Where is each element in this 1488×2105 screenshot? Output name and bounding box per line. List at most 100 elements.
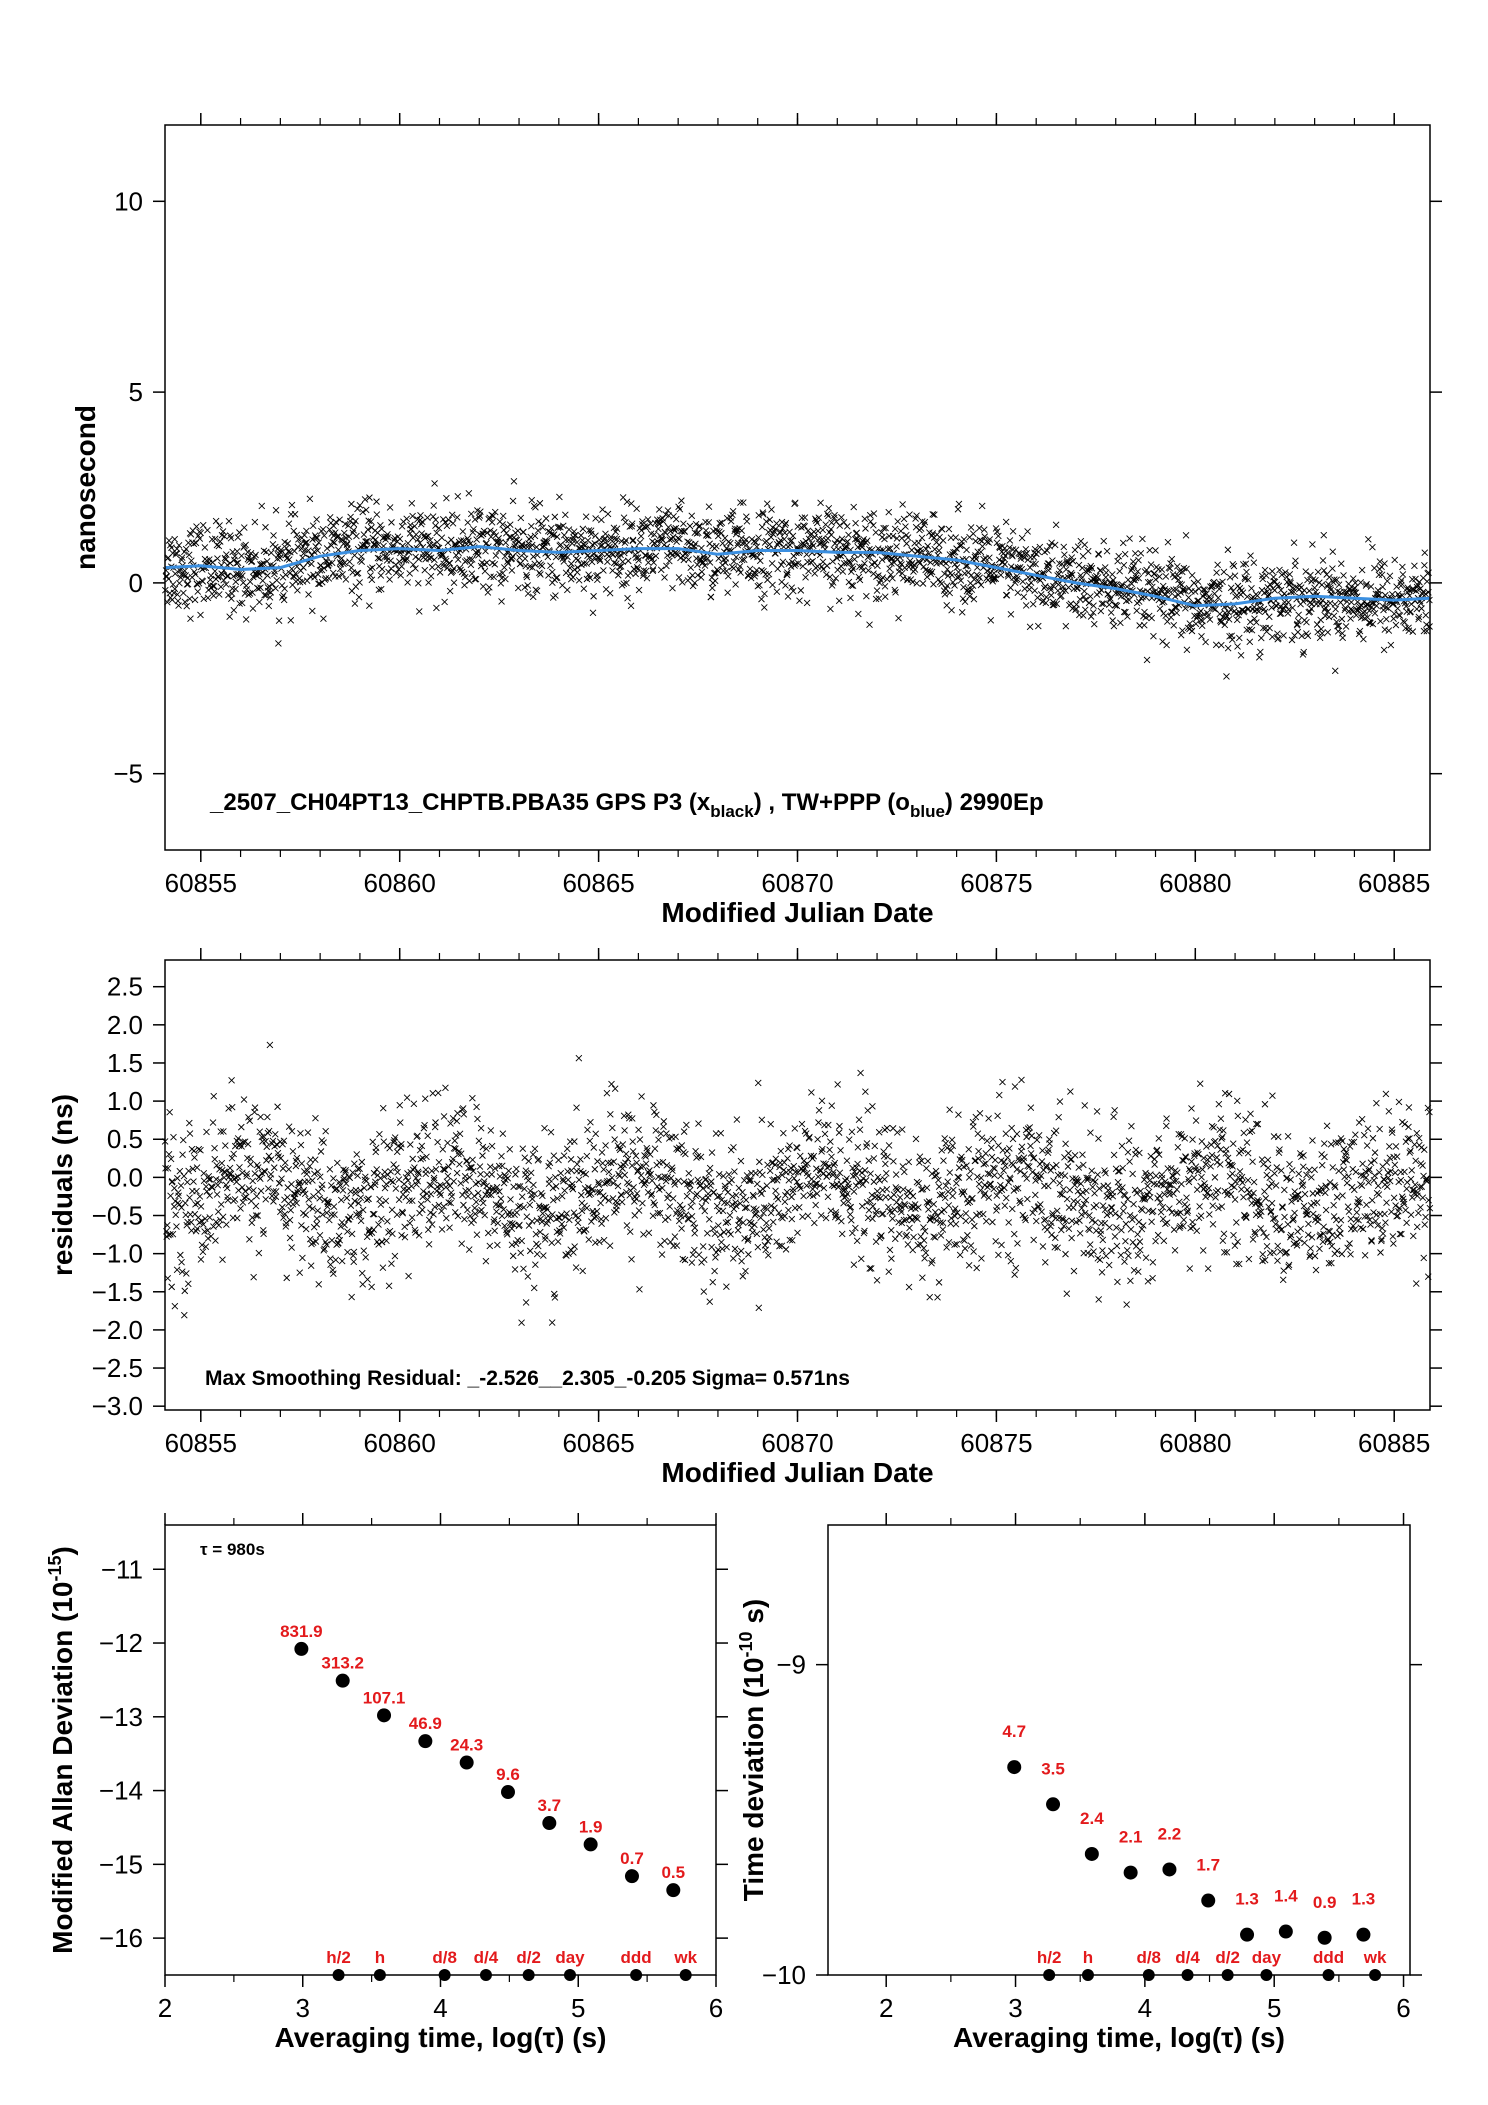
x-tick-label: 60860: [364, 868, 436, 898]
residual-point: [387, 1177, 395, 1185]
residual-point: [442, 1084, 449, 1092]
phase-point: [232, 585, 239, 593]
phase-point: [260, 560, 267, 567]
residual-point: [206, 1192, 213, 1199]
residual-point: [404, 1177, 412, 1184]
phase-point: [779, 558, 787, 566]
phase-point: [233, 560, 240, 567]
phase-point: [763, 500, 771, 508]
residual-point: [948, 1136, 956, 1144]
residual-point: [453, 1169, 461, 1177]
phase-point: [1337, 560, 1345, 567]
phase-point: [349, 569, 357, 576]
residual-point: [482, 1257, 490, 1265]
phase-point: [911, 566, 919, 573]
residual-point: [1079, 1151, 1086, 1159]
phase-point: [809, 557, 817, 565]
phase-point: [823, 562, 831, 570]
phase-point: [647, 553, 655, 561]
phase-point: [238, 599, 246, 607]
phase-point: [1146, 546, 1153, 554]
phase-point: [211, 588, 218, 595]
residual-point: [1009, 1135, 1017, 1143]
phase-point: [881, 583, 889, 590]
phase-point: [320, 564, 328, 572]
residual-point: [730, 1205, 738, 1213]
residual-point: [752, 1169, 759, 1177]
residual-point: [912, 1135, 920, 1143]
phase-point: [664, 552, 671, 559]
residual-point: [197, 1256, 205, 1263]
phase-point: [1026, 586, 1033, 593]
phase-point: [801, 514, 809, 521]
residual-point: [917, 1233, 925, 1240]
residual-point: [835, 1129, 843, 1136]
residual-point: [375, 1221, 382, 1228]
residual-point: [255, 1249, 263, 1257]
phase-point: [1319, 557, 1327, 564]
phase-point: [429, 541, 437, 549]
phase-point: [1073, 601, 1080, 608]
phase-point: [978, 502, 986, 510]
residual-point: [464, 1193, 472, 1200]
phase-point: [1331, 667, 1339, 675]
residual-point: [265, 1127, 273, 1135]
phase-point: [1019, 578, 1027, 585]
residual-point: [1031, 1191, 1039, 1199]
phase-point: [1230, 562, 1238, 570]
phase-point: [564, 553, 571, 561]
residual-point: [203, 1128, 210, 1136]
phase-point: [784, 569, 791, 576]
phase-point: [1052, 521, 1060, 529]
residual-point: [409, 1155, 417, 1163]
residual-point: [1267, 1208, 1275, 1216]
phase-point: [551, 513, 559, 521]
residual-point: [798, 1120, 806, 1128]
residual-point: [256, 1128, 264, 1135]
phase-point: [1248, 584, 1255, 592]
phase-point: [649, 567, 657, 575]
residual-point: [525, 1222, 533, 1229]
phase-point: [1147, 561, 1155, 568]
residual-point: [1064, 1163, 1072, 1170]
phase-annotation: _2507_CH04PT13_CHPTB.PBA35 GPS P3 (xblac…: [209, 789, 1044, 821]
residual-point: [395, 1176, 403, 1183]
phase-point: [517, 514, 525, 522]
phase-point: [1309, 541, 1316, 548]
phase-point: [303, 577, 311, 585]
residual-point: [1068, 1234, 1075, 1242]
phase-point: [1330, 612, 1338, 620]
residual-point: [1249, 1158, 1256, 1166]
phase-point: [403, 515, 411, 523]
phase-point: [803, 599, 811, 607]
phase-point: [544, 553, 552, 561]
residual-point: [667, 1238, 674, 1246]
residual-point: [238, 1183, 246, 1191]
residual-point: [730, 1143, 737, 1151]
phase-point: [212, 517, 220, 525]
residual-point: [1108, 1204, 1116, 1211]
residual-point: [709, 1278, 717, 1286]
residual-point: [176, 1201, 183, 1208]
residual-point: [436, 1189, 444, 1197]
phase-point: [273, 577, 281, 584]
residual-point: [408, 1197, 416, 1205]
residual-point: [594, 1158, 601, 1165]
residual-point: [1199, 1247, 1207, 1254]
phase-point: [242, 541, 249, 549]
phase-point: [948, 606, 955, 614]
residual-point: [1189, 1136, 1196, 1143]
residual-point: [834, 1081, 841, 1088]
residual-point: [193, 1187, 200, 1195]
residual-point: [674, 1177, 682, 1185]
residual-point: [858, 1169, 866, 1177]
residual-point: [873, 1277, 881, 1284]
phase-point: [624, 557, 632, 565]
phase-point: [1234, 643, 1241, 650]
residual-point: [274, 1103, 281, 1111]
residual-point: [837, 1180, 845, 1188]
residual-point: [1265, 1183, 1273, 1191]
residual-point: [753, 1230, 761, 1238]
phase-point: [596, 556, 604, 563]
phase-point: [490, 573, 498, 581]
